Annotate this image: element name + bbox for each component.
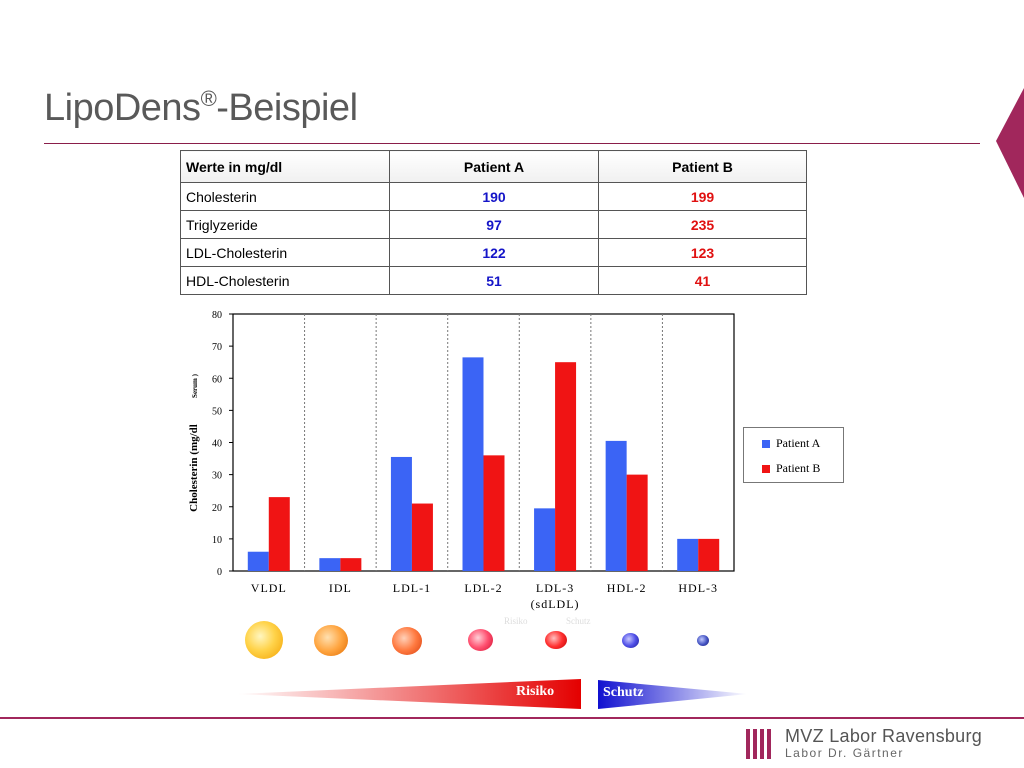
patient-b-value: 41	[598, 266, 807, 295]
corner-decoration	[996, 88, 1024, 198]
table-row: HDL-Cholesterin 51 41	[180, 266, 807, 295]
y-tick-label: 60	[212, 374, 222, 385]
bar-patient-a	[462, 357, 484, 571]
faint-schutz-label: Schutz	[566, 616, 591, 626]
bar-patient-a	[247, 551, 269, 571]
particle-hdl-3	[697, 635, 709, 646]
patient-a-value: 122	[389, 238, 599, 267]
chart-legend: Patient A Patient B	[743, 427, 844, 483]
x-tick-label: LDL-1	[393, 581, 431, 595]
row-label: Cholesterin	[180, 182, 390, 211]
bar-patient-b	[483, 455, 505, 571]
bar-patient-a	[605, 440, 627, 571]
bar-patient-b	[555, 362, 577, 571]
y-tick-label: 50	[212, 406, 222, 417]
particle-ldl-3	[545, 631, 567, 649]
values-table: Werte in mg/dl Patient A Patient B Chole…	[180, 150, 807, 295]
schutz-label: Schutz	[603, 685, 644, 700]
patient-a-value: 51	[389, 266, 599, 295]
particle-hdl-2	[622, 633, 639, 648]
table-header-cell: Patient B	[598, 150, 807, 183]
table-header-cell: Werte in mg/dl	[180, 150, 390, 183]
row-label: LDL-Cholesterin	[180, 238, 390, 267]
x-tick-label: VLDL	[251, 581, 287, 595]
legend-label: Patient A	[776, 436, 821, 450]
x-tick-sublabel: (sdLDL)	[531, 597, 580, 611]
y-tick-label: 40	[212, 439, 222, 450]
slide-title: LipoDens®-Beispiel	[44, 86, 358, 129]
footer-divider	[0, 717, 1024, 719]
logo-bars-icon	[746, 729, 771, 759]
y-axis-label: Cholesterin (mg/dl	[188, 424, 200, 512]
legend-item-patient-a: Patient A	[762, 436, 820, 451]
y-tick-label: 20	[212, 503, 222, 514]
lipoprotein-particles	[240, 618, 740, 664]
faint-risiko-label: Risiko	[504, 616, 528, 626]
particle-ldl-1	[392, 627, 422, 655]
bar-patient-b	[340, 558, 362, 571]
table-header-row: Werte in mg/dl Patient A Patient B	[180, 150, 807, 183]
logo-line-1: MVZ Labor Ravensburg	[785, 726, 983, 746]
bar-patient-b	[411, 503, 433, 571]
legend-label: Patient B	[776, 461, 821, 475]
bar-patient-a	[390, 456, 412, 571]
x-tick-label: LDL-2	[464, 581, 502, 595]
table-header-cell: Patient A	[389, 150, 599, 183]
lab-logo: MVZ Labor Ravensburg Labor Dr. Gärtner	[746, 727, 982, 761]
particle-vldl	[245, 621, 283, 659]
y-tick-label: 30	[212, 471, 222, 482]
bar-patient-b	[268, 497, 290, 571]
table-row: Triglyzeride 97 235	[180, 210, 807, 239]
x-tick-label: HDL-3	[678, 581, 718, 595]
cholesterin-bar-chart: 0 10 20 30 40 50 60 70 80 VLDL IDL LDL-1 LDL-2 LDL-3 (…	[188, 310, 735, 611]
x-tick-label: IDL	[329, 581, 352, 595]
patient-b-value: 123	[598, 238, 807, 267]
particle-idl	[314, 625, 348, 656]
bar-patient-a	[534, 508, 556, 571]
bar-patient-b	[626, 474, 648, 571]
legend-swatch	[762, 439, 770, 448]
legend-item-patient-b: Patient B	[762, 461, 820, 476]
patient-a-value: 190	[389, 182, 599, 211]
y-axis-label-small: Serum )	[191, 373, 199, 398]
patient-b-value: 199	[598, 182, 807, 211]
particle-ldl-2	[468, 629, 493, 651]
risiko-label: Risiko	[516, 684, 555, 699]
y-tick-label: 10	[212, 535, 222, 546]
bar-patient-a	[677, 538, 699, 571]
legend-swatch	[762, 464, 770, 473]
table-row: Cholesterin 190 199	[180, 182, 807, 211]
bar-patient-b	[698, 538, 720, 571]
title-divider	[44, 143, 980, 144]
patient-b-value: 235	[598, 210, 807, 239]
row-label: HDL-Cholesterin	[180, 266, 390, 295]
table-row: LDL-Cholesterin 122 123	[180, 238, 807, 267]
x-tick-label: LDL-3	[536, 581, 574, 595]
risk-protection-gradient	[236, 679, 748, 709]
logo-line-2: Labor Dr. Gärtner	[785, 746, 904, 760]
y-tick-label: 70	[212, 342, 222, 353]
patient-a-value: 97	[389, 210, 599, 239]
y-tick-label: 80	[212, 310, 222, 321]
y-tick-label: 0	[217, 567, 222, 578]
x-tick-label: HDL-2	[607, 581, 647, 595]
bar-patient-a	[319, 558, 341, 571]
row-label: Triglyzeride	[180, 210, 390, 239]
